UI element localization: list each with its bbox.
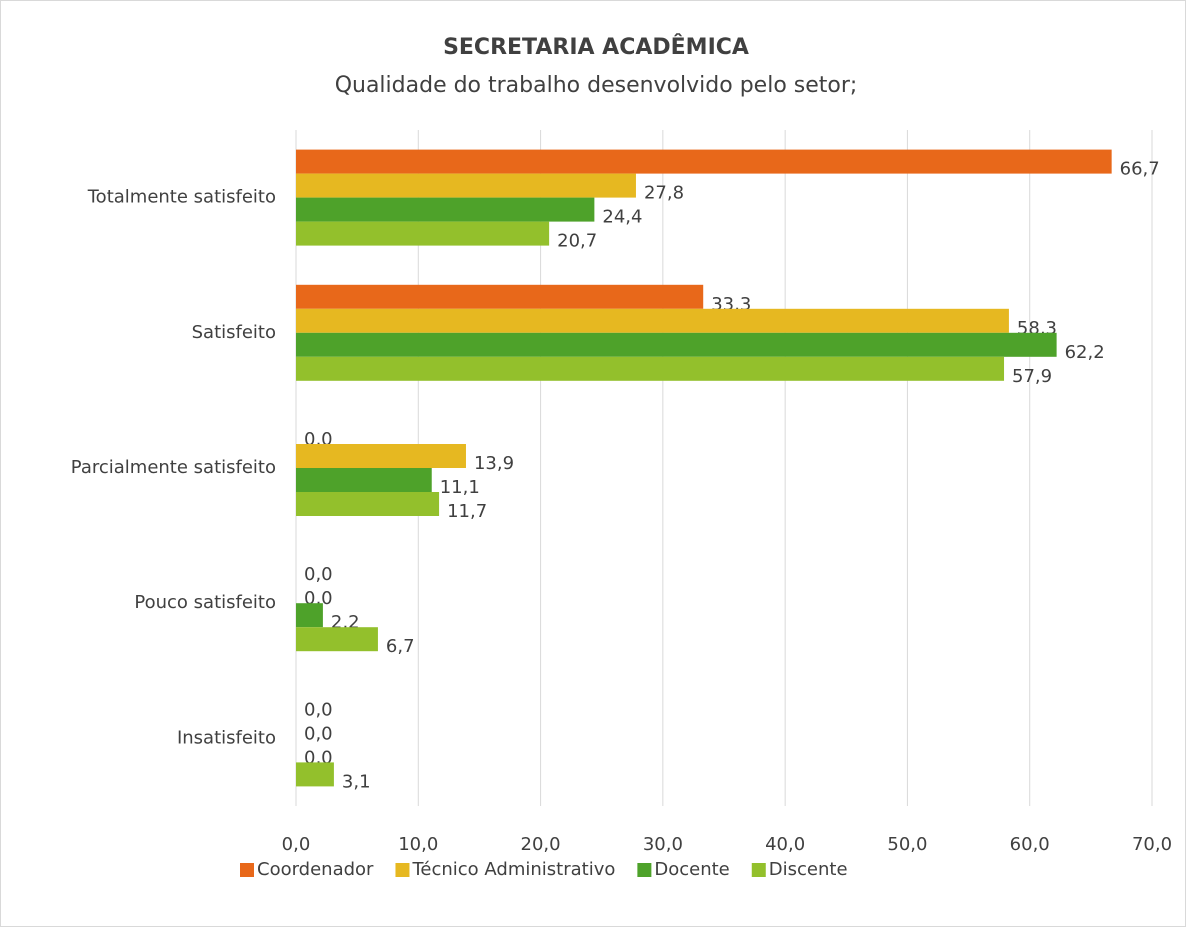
legend-swatch — [395, 863, 410, 877]
data-label: 0,0 — [304, 723, 333, 744]
x-tick-label: 0,0 — [282, 834, 311, 855]
bar — [296, 603, 323, 628]
data-label: 0,0 — [304, 699, 333, 720]
legend-label: Docente — [654, 859, 729, 880]
bar — [296, 149, 1112, 174]
bar — [296, 332, 1057, 357]
bar — [296, 197, 595, 222]
data-label: 57,9 — [1012, 366, 1052, 387]
x-tick-label: 10,0 — [398, 834, 438, 855]
y-tick-label: Totalmente satisfeito — [87, 187, 276, 208]
bar — [296, 627, 378, 652]
bar — [296, 444, 466, 468]
data-label: 13,9 — [474, 453, 514, 474]
data-label: 11,7 — [447, 501, 487, 522]
y-tick-label: Parcialmente satisfeito — [71, 457, 276, 478]
bar — [296, 356, 1005, 381]
data-label: 0,0 — [304, 564, 333, 585]
bar — [296, 762, 334, 787]
x-tick-label: 50,0 — [887, 834, 927, 855]
bar — [296, 221, 550, 246]
bar — [296, 173, 636, 198]
data-label: 3,1 — [342, 771, 371, 792]
x-tick-label: 40,0 — [765, 834, 805, 855]
chart-title: SECRETARIA ACADÊMICA — [443, 34, 749, 60]
bar — [296, 284, 704, 309]
data-label: 11,1 — [440, 477, 480, 498]
legend-swatch — [637, 863, 652, 877]
data-label: 24,4 — [602, 207, 642, 228]
x-tick-label: 60,0 — [1010, 834, 1050, 855]
bar — [296, 468, 432, 492]
x-tick-label: 70,0 — [1132, 834, 1172, 855]
x-tick-label: 20,0 — [521, 834, 561, 855]
y-tick-label: Pouco satisfeito — [134, 592, 276, 613]
data-label: 27,8 — [644, 183, 684, 204]
chart-subtitle: Qualidade do trabalho desenvolvido pelo … — [335, 73, 858, 98]
legend-label: Técnico Administrativo — [411, 859, 615, 880]
bar — [296, 492, 440, 516]
bar — [296, 308, 1009, 333]
y-tick-label: Insatisfeito — [177, 727, 276, 748]
x-tick-label: 30,0 — [643, 834, 683, 855]
legend-swatch — [240, 863, 254, 877]
legend-label: Coordenador — [257, 859, 374, 880]
legend-swatch — [751, 863, 766, 877]
data-label: 66,7 — [1120, 159, 1160, 180]
data-label: 6,7 — [386, 636, 415, 657]
y-tick-label: Satisfeito — [192, 322, 276, 343]
legend-label: Discente — [769, 859, 848, 880]
data-label: 62,2 — [1065, 342, 1105, 363]
data-label: 20,7 — [557, 231, 597, 252]
